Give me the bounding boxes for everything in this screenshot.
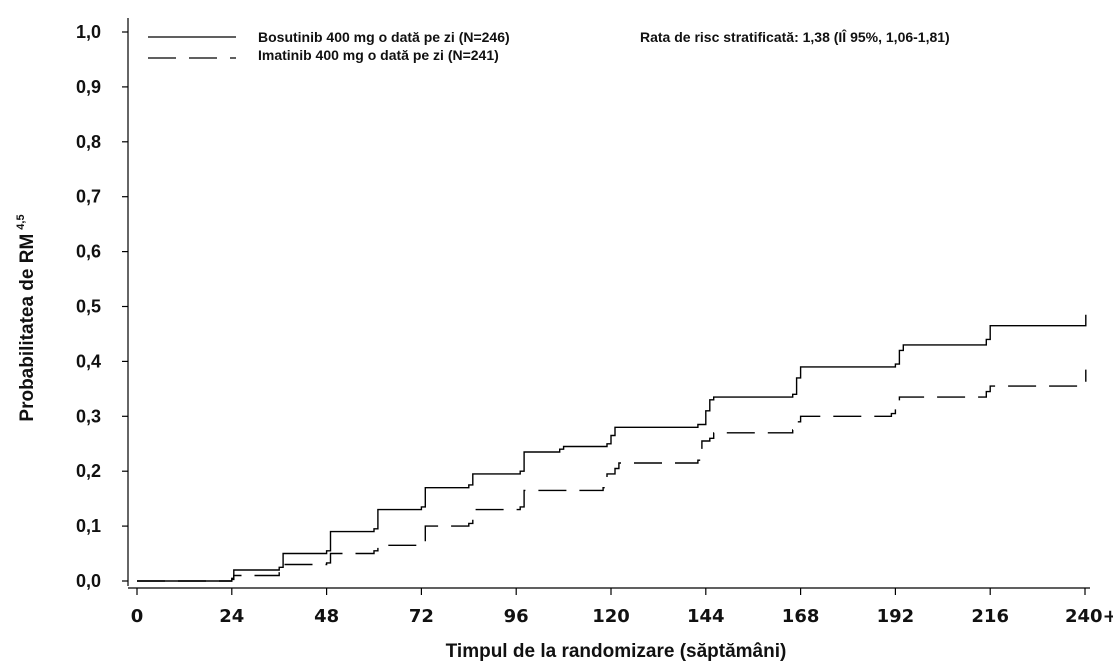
y-tick-label: 1,0 xyxy=(76,22,101,42)
y-axis-title: Probabilitatea de RM 4,5 xyxy=(15,214,38,421)
series-group xyxy=(137,314,1087,582)
x-tick-label: 96 xyxy=(504,606,529,627)
y-tick-label: 0,3 xyxy=(76,406,101,426)
y-tick-label: 0,2 xyxy=(76,461,101,481)
x-tick-label: 240+ xyxy=(1065,606,1113,627)
x-tick-label: 144 xyxy=(687,606,725,627)
x-tick-label: 0 xyxy=(131,606,144,627)
tick-labels: 0,0 0,1 0,2 0,3 0,4 0,5 0,6 0,7 0,8 0,9 1,0 0 24 48 72… xyxy=(76,22,1113,627)
y-tick-label: 0,0 xyxy=(76,571,101,591)
x-tick-label: 48 xyxy=(314,606,339,627)
x-tick-label: 24 xyxy=(219,606,244,627)
x-tick-label: 192 xyxy=(877,606,915,627)
y-axis-title-superscript: 4,5 xyxy=(15,214,27,229)
y-axis-title-text: Probabilitatea de RM xyxy=(17,234,38,422)
x-tick-label: 120 xyxy=(592,606,630,627)
y-tick-label: 0,4 xyxy=(76,351,101,371)
x-tick-label: 168 xyxy=(782,606,820,627)
y-tick-label: 0,1 xyxy=(76,516,101,536)
y-tick-label: 0,8 xyxy=(76,132,101,152)
x-tick-label: 72 xyxy=(409,606,434,627)
y-tick-label: 0,5 xyxy=(76,297,101,317)
axes xyxy=(122,18,1090,595)
y-tick-label: 0,7 xyxy=(76,187,101,207)
hazard-ratio-annotation: Rata de risc stratificată: 1,38 (IÎ 95%,… xyxy=(640,28,950,45)
y-tick-label: 0,9 xyxy=(76,77,101,97)
legend-label-imatinib: Imatinib 400 mg o dată pe zi (N=241) xyxy=(258,47,499,63)
x-tick-label: 216 xyxy=(971,606,1009,627)
y-tick-label: 0,6 xyxy=(76,242,101,262)
legend-label-bosutinib: Bosutinib 400 mg o dată pe zi (N=246) xyxy=(258,29,510,45)
x-axis-title: Timpul de la randomizare (săptămâni) xyxy=(446,641,787,662)
series-line-imatinib xyxy=(137,369,1087,582)
legend: Bosutinib 400 mg o dată pe zi (N=246) Im… xyxy=(148,29,510,63)
y-axis-title-group: Probabilitatea de RM 4,5 xyxy=(15,214,38,421)
series-line-bosutinib xyxy=(137,314,1087,582)
